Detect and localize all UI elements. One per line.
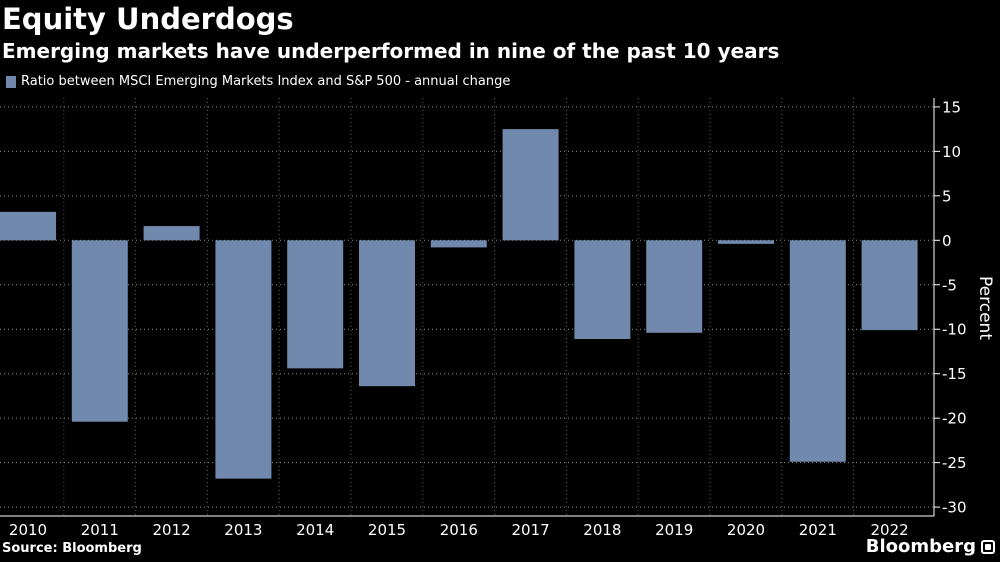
y-tick-label: -20 (942, 410, 967, 428)
bar-2018 (574, 240, 631, 340)
x-tick-label: 2015 (368, 521, 406, 539)
y-tick-label: -25 (942, 454, 967, 472)
x-tick-label: 2011 (81, 521, 119, 539)
y-tick-label: 5 (942, 187, 952, 205)
x-tick-label: 2019 (655, 521, 693, 539)
legend-swatch (6, 75, 16, 88)
x-tick-label: 2016 (440, 521, 478, 539)
brand-logo: Bloomberg (866, 536, 995, 557)
bar-2017 (502, 129, 559, 241)
bar-2012 (143, 226, 200, 241)
bar-2010 (0, 211, 56, 241)
bar-2021 (789, 240, 846, 462)
x-tick-label: 2020 (727, 521, 765, 539)
bar-2020 (718, 240, 774, 244)
x-tick-label: 2012 (153, 521, 191, 539)
source-note: Source: Bloomberg (2, 541, 142, 556)
x-tick-label: 2018 (583, 521, 621, 539)
y-axis-title: Percent (975, 276, 995, 340)
y-tick-label: 10 (942, 143, 961, 161)
x-tick-label: 2010 (9, 521, 47, 539)
x-tick-label: 2022 (871, 521, 909, 539)
y-tick-label: -30 (942, 499, 967, 517)
bar-2014 (287, 240, 344, 369)
bar-2015 (359, 240, 415, 387)
y-tick-label: 0 (942, 232, 952, 250)
x-tick-label: 2021 (799, 521, 837, 539)
bar-2016 (430, 240, 487, 248)
bloomberg-mark-icon (981, 539, 995, 554)
bar-2011 (71, 240, 128, 422)
y-tick-label: -5 (942, 276, 957, 294)
chart-legend: Ratio between MSCI Emerging Markets Inde… (6, 74, 510, 89)
brand-name: Bloomberg (865, 536, 976, 557)
bar-2022 (861, 240, 918, 331)
y-tick-label: -10 (942, 321, 967, 339)
chart-subtitle: Emerging markets have underperformed in … (2, 39, 780, 63)
legend-label: Ratio between MSCI Emerging Markets Inde… (21, 74, 511, 89)
x-tick-label: 2014 (296, 521, 334, 539)
bar-2013 (215, 240, 272, 479)
bar-2019 (646, 240, 703, 333)
y-tick-label: -15 (942, 365, 967, 383)
x-tick-label: 2013 (224, 521, 262, 539)
x-tick-label: 2017 (512, 521, 550, 539)
chart-title: Equity Underdogs (2, 2, 294, 36)
y-tick-label: 15 (942, 98, 961, 116)
